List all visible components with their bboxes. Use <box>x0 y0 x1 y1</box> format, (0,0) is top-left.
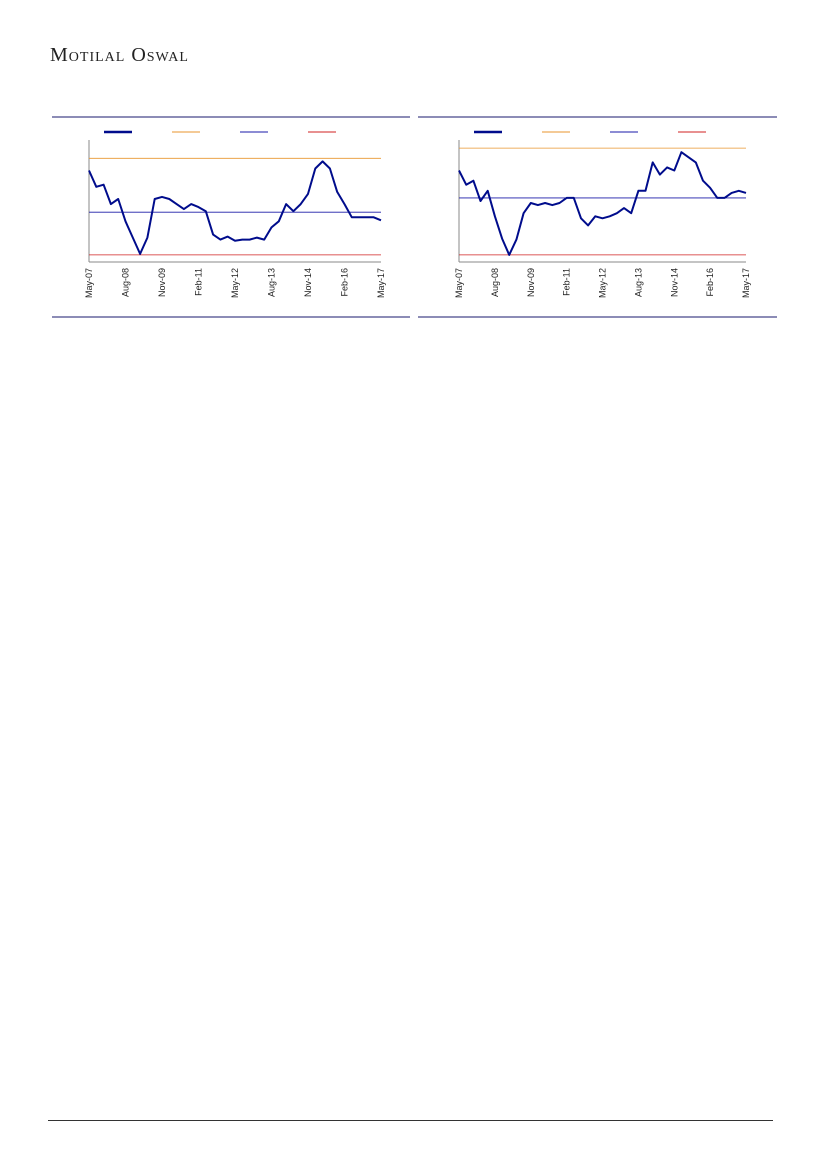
x-tick-label: Feb-11 <box>194 268 204 296</box>
x-tick-label: Nov-09 <box>157 268 167 297</box>
x-tick-label: May-12 <box>230 268 240 298</box>
x-tick-label: Aug-13 <box>267 268 277 297</box>
x-tick-label: Feb-16 <box>705 268 715 297</box>
x-tick-label: Aug-13 <box>633 268 643 297</box>
x-tick-label: Feb-16 <box>340 268 350 297</box>
x-tick-label: Aug-08 <box>490 268 500 297</box>
x-tick-label: May-17 <box>376 268 386 298</box>
brand-logo: Motilal Oswal <box>50 44 189 66</box>
footer-rule <box>48 1120 773 1121</box>
x-tick-label: Nov-14 <box>303 268 313 297</box>
x-tick-label: Aug-08 <box>121 268 131 297</box>
x-tick-label: May-07 <box>84 268 94 298</box>
x-tick-label: Nov-14 <box>669 268 679 297</box>
x-tick-label: May-17 <box>741 268 751 298</box>
x-tick-label: Nov-09 <box>526 268 536 297</box>
x-tick-label: May-07 <box>454 268 464 298</box>
x-tick-label: Feb-11 <box>562 268 572 296</box>
series-line <box>88 160 382 255</box>
series-line <box>458 151 747 256</box>
x-tick-label: May-12 <box>598 268 608 298</box>
